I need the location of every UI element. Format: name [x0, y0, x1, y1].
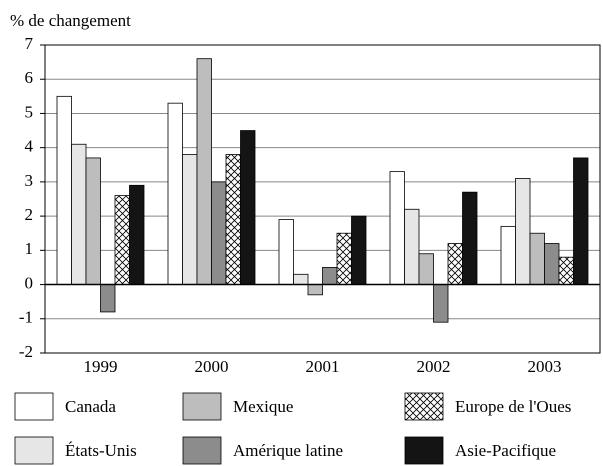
bar: [129, 184, 145, 285]
bar: [351, 215, 367, 285]
bar: [500, 225, 516, 285]
bar: [544, 243, 560, 285]
y-tick-label: 0: [25, 273, 34, 292]
legend-swatch: [404, 436, 444, 465]
legend-swatch: [14, 392, 54, 421]
legend-swatch: [404, 392, 444, 421]
bar: [389, 171, 405, 285]
legend-label: Canada: [65, 397, 116, 416]
legend-swatch: [14, 436, 54, 465]
y-tick-label: 2: [25, 205, 34, 224]
y-tick-label: -1: [19, 308, 33, 327]
bar: [71, 143, 87, 285]
legend-label: États-Unis: [65, 441, 137, 460]
plot-frame: [44, 44, 601, 354]
bar: [225, 154, 241, 285]
bar: [100, 284, 116, 313]
y-tick-label: 4: [25, 137, 34, 156]
x-tick-label: 2000: [195, 357, 229, 376]
bar: [515, 178, 531, 285]
legend-swatch: [182, 392, 222, 421]
y-tick-label: 6: [25, 68, 34, 87]
bar: [433, 284, 449, 323]
bar: [293, 273, 309, 285]
bar: [573, 157, 589, 285]
bar: [182, 154, 198, 285]
y-tick-label: -2: [19, 342, 33, 361]
legend-label: Europe de l'Oues: [455, 397, 571, 416]
bar: [196, 58, 212, 285]
bar: [278, 219, 294, 285]
y-tick-label: 3: [25, 171, 34, 190]
legend-label: Asie-Pacifique: [455, 441, 556, 460]
y-tick-label: 5: [25, 102, 34, 121]
bar: [211, 181, 227, 285]
bar: [418, 253, 434, 285]
bar: [85, 157, 101, 285]
bar: [404, 208, 420, 285]
legend-label: Amérique latine: [233, 441, 343, 460]
x-tick-label: 2001: [306, 357, 340, 376]
bar: [167, 102, 183, 285]
bar: [56, 95, 72, 285]
legend-swatch: [182, 436, 222, 465]
bar: [558, 256, 574, 285]
bar: [114, 195, 130, 285]
x-tick-label: 2003: [528, 357, 562, 376]
y-axis-label: % de changement: [10, 11, 131, 30]
y-tick-label: 7: [25, 34, 34, 53]
bar: [322, 267, 338, 285]
x-tick-label: 1999: [84, 357, 118, 376]
y-tick-label: 1: [25, 239, 34, 258]
x-tick-label: 2002: [417, 357, 451, 376]
bar: [447, 243, 463, 285]
legend-label: Mexique: [233, 397, 293, 416]
bar: [462, 191, 478, 285]
bar: [336, 232, 352, 285]
bar: [529, 232, 545, 285]
bar: [307, 284, 323, 296]
bar: [240, 130, 256, 285]
